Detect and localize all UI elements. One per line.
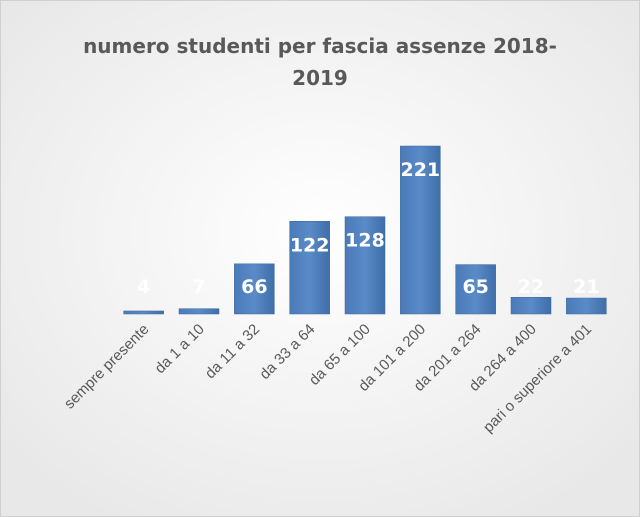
bar (566, 297, 607, 315)
bar (178, 308, 220, 315)
data-label: 122 (290, 234, 330, 256)
chart-title: numero studenti per fascia assenze 2018-… (83, 34, 557, 90)
bar (123, 310, 164, 315)
bar (234, 263, 275, 315)
data-label: 221 (400, 159, 440, 181)
bar (289, 221, 330, 315)
bar (510, 297, 552, 315)
data-label: 7 (192, 276, 205, 298)
data-label: 22 (518, 276, 544, 298)
data-label: 21 (573, 276, 599, 298)
data-label: 66 (241, 276, 267, 298)
data-label: 65 (462, 276, 488, 298)
data-label: 4 (137, 276, 150, 298)
bar (400, 145, 441, 315)
bar (344, 216, 386, 315)
bar (455, 264, 496, 315)
data-label: 128 (345, 230, 385, 252)
